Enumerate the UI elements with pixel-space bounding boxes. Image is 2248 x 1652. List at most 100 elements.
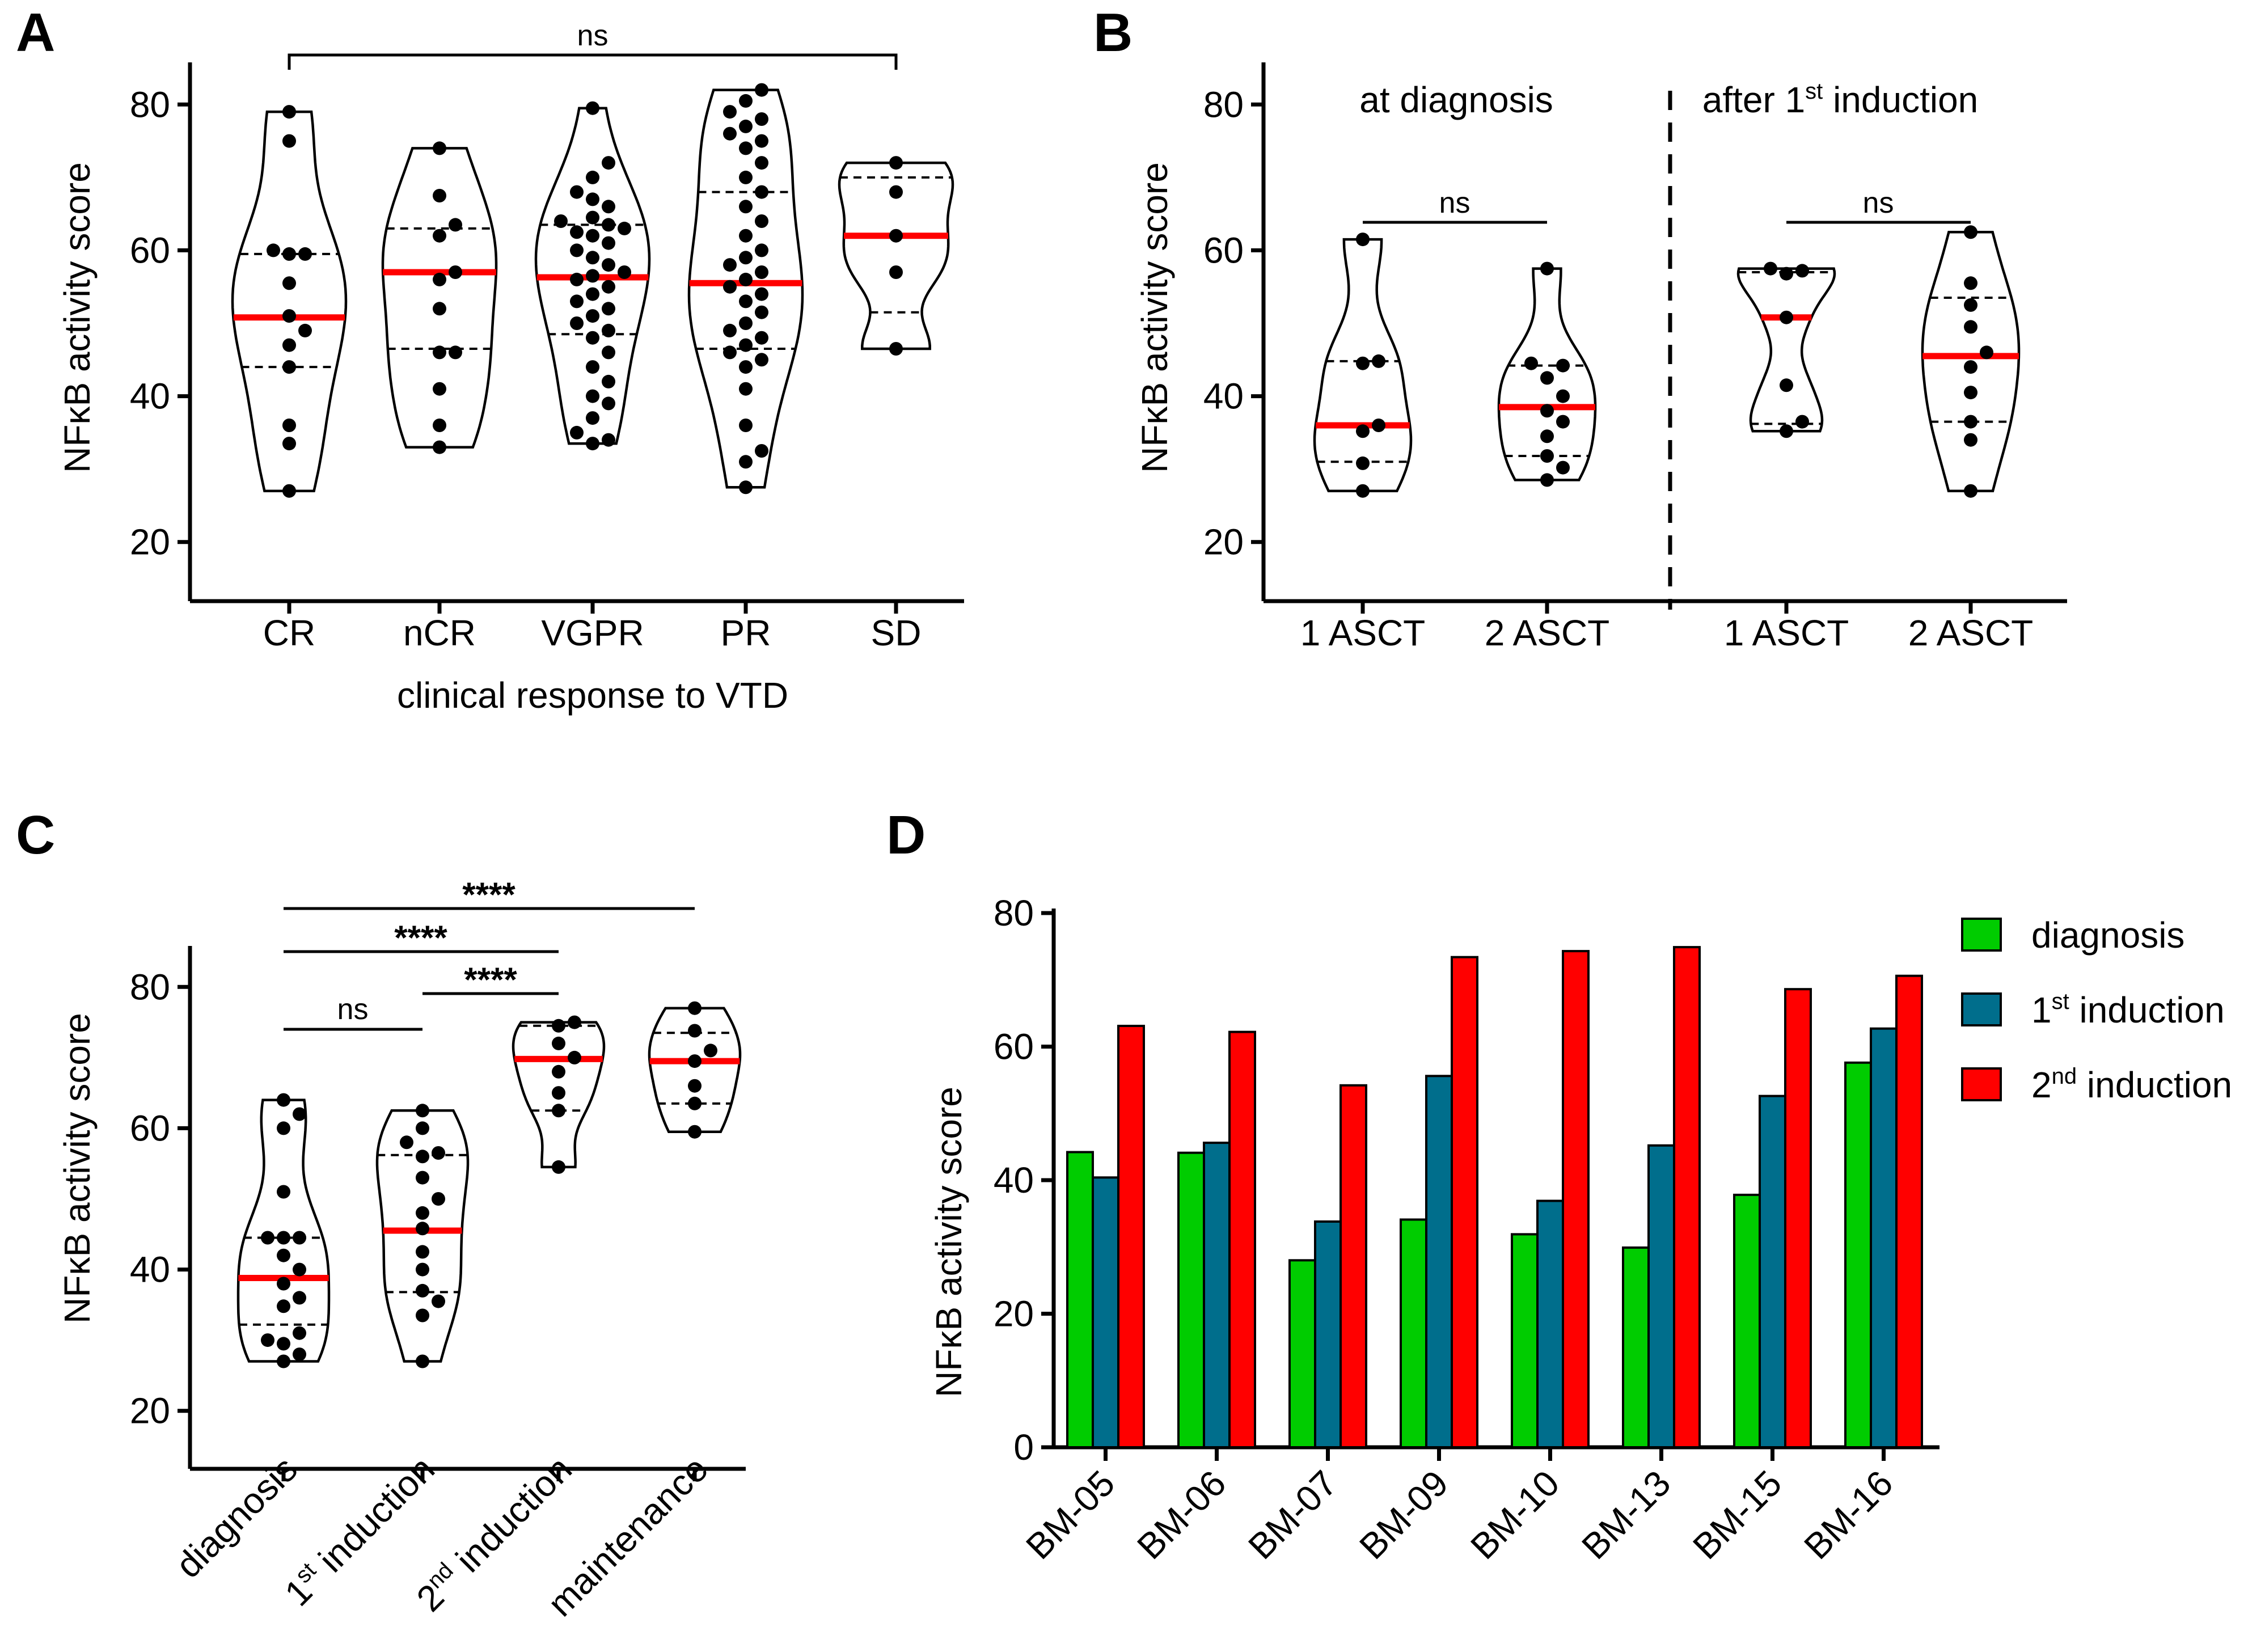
- panel-c-violins: [236, 1001, 742, 1368]
- data-point: [602, 433, 615, 447]
- bar-bm-13-2nd-induction: [1673, 946, 1701, 1448]
- data-point: [570, 243, 584, 257]
- data-point: [1540, 261, 1554, 276]
- data-point: [1356, 424, 1370, 438]
- data-point: [739, 338, 753, 352]
- data-point: [586, 309, 599, 323]
- bar-bm-16-2nd-induction: [1895, 974, 1923, 1448]
- x-tick-label-cr-0: CR: [263, 612, 315, 653]
- panel-b: B NFκB activity score at diagnosis after…: [1093, 2, 2067, 653]
- violin-ncr-1: [381, 141, 498, 454]
- data-point: [277, 1121, 290, 1135]
- violin-outline: [236, 1098, 331, 1363]
- x-tick-label-bm-16: BM-16: [1796, 1463, 1900, 1567]
- data-point: [416, 1121, 429, 1135]
- data-point: [432, 1146, 445, 1160]
- violin-outline: [648, 1007, 742, 1133]
- bar-bm-13-1st-induction: [1647, 1144, 1675, 1449]
- y-tick-label-20: 20: [994, 1294, 1034, 1334]
- y-tick-label-20: 20: [130, 1391, 170, 1431]
- y-tick-label-40: 40: [1203, 376, 1244, 417]
- data-point: [282, 309, 296, 323]
- panel-b-group1-title: at diagnosis: [1359, 79, 1553, 120]
- panel-b-sig-label-2: ns: [1863, 187, 1894, 219]
- data-point: [282, 437, 296, 451]
- data-point: [889, 265, 903, 279]
- data-point: [1540, 473, 1554, 487]
- data-point: [1556, 460, 1570, 475]
- bar-bm-10-2nd-induction: [1562, 950, 1590, 1448]
- data-point: [755, 134, 768, 148]
- y-tick-label-40: 40: [994, 1160, 1034, 1201]
- data-point: [282, 360, 296, 374]
- y-tick-label-80: 80: [994, 893, 1034, 933]
- data-point: [1780, 310, 1793, 324]
- legend-swatch-diagnosis: [1961, 918, 2002, 952]
- data-point: [739, 119, 753, 133]
- data-point: [586, 229, 599, 243]
- bar-bm-10-diagnosis: [1511, 1233, 1539, 1448]
- data-point: [889, 342, 903, 356]
- data-point: [739, 229, 753, 243]
- data-point: [1372, 354, 1385, 368]
- data-point: [1964, 320, 1977, 334]
- bar-bm-16-diagnosis: [1844, 1061, 1872, 1449]
- bar-bm-07-1st-induction: [1314, 1220, 1342, 1448]
- data-point: [602, 258, 615, 272]
- data-point: [416, 1245, 429, 1259]
- data-point: [739, 94, 753, 108]
- data-point: [739, 272, 753, 286]
- violin-1-asct-2: [1736, 261, 1836, 438]
- violin-2-asct-1: [1497, 261, 1597, 487]
- violin-outline: [1313, 238, 1413, 492]
- data-point: [739, 455, 753, 469]
- data-point: [282, 276, 296, 290]
- legend-label-2nd-induction: 2nd induction: [2031, 1064, 2232, 1105]
- data-point: [1964, 415, 1977, 429]
- x-tick-label-bm-13: BM-13: [1574, 1463, 1678, 1567]
- bar-bm-05-1st-induction: [1092, 1176, 1119, 1449]
- data-point: [552, 1104, 565, 1118]
- data-point: [889, 185, 903, 199]
- panel-a-x-axis-title: clinical response to VTD: [397, 675, 788, 716]
- data-point: [552, 1064, 565, 1079]
- data-point: [293, 1291, 306, 1305]
- data-point: [552, 1036, 565, 1050]
- data-point: [755, 112, 768, 126]
- data-point: [277, 1277, 290, 1291]
- data-point: [602, 396, 615, 411]
- data-point: [416, 1206, 429, 1220]
- data-point: [293, 1231, 306, 1245]
- data-point: [1540, 429, 1554, 443]
- data-point: [739, 141, 753, 155]
- x-tick-label-sd-4: SD: [871, 612, 922, 653]
- y-tick-label-20: 20: [130, 522, 170, 563]
- data-point: [1540, 449, 1554, 463]
- data-point: [433, 189, 446, 202]
- violin-outline: [1736, 267, 1836, 433]
- x-tick-label-bm-10: BM-10: [1463, 1463, 1567, 1567]
- bar-bm-15-2nd-induction: [1784, 988, 1812, 1448]
- violin-outline: [381, 147, 498, 449]
- panel-letter-c: C: [16, 805, 55, 865]
- bar-bm-13-diagnosis: [1622, 1246, 1650, 1448]
- data-point: [433, 141, 446, 155]
- data-point: [688, 1024, 702, 1038]
- bar-group-bm-09: BM-09: [1351, 956, 1478, 1567]
- data-point: [1980, 345, 1993, 360]
- data-point: [739, 360, 753, 374]
- data-point: [586, 287, 599, 301]
- data-point: [449, 345, 462, 360]
- panel-c: C NFκB activity score ns **** **** **** …: [16, 805, 746, 1624]
- data-point: [277, 1299, 290, 1313]
- bar-bm-10-1st-induction: [1536, 1199, 1564, 1448]
- data-point: [277, 1185, 290, 1199]
- y-tick-label-80: 80: [130, 966, 170, 1007]
- violin-outline: [534, 107, 651, 445]
- legend-label-diagnosis: diagnosis: [2031, 915, 2184, 956]
- violin-2-asct-3: [1921, 225, 2021, 498]
- x-tick-label-2-asct-1: 2 ASCT: [1485, 612, 1610, 653]
- x-tick-label-bm-05: BM-05: [1018, 1463, 1122, 1567]
